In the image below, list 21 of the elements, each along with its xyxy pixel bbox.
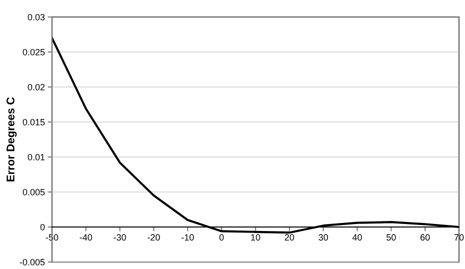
x-tick-label: 40: [352, 234, 362, 241]
x-tick-label: 60: [420, 234, 430, 241]
y-tick-label: 0.02: [28, 84, 45, 90]
x-tick-label: 50: [386, 234, 396, 241]
y-tick-label: 0.03: [28, 14, 45, 20]
y-tick-label: 0.005: [22, 188, 45, 196]
y-tick-label: -0.005: [20, 258, 45, 266]
x-tick-label: 30: [318, 234, 328, 241]
x-tick-label: 0: [219, 234, 224, 241]
y-axis-title: Error Degrees C: [6, 97, 17, 182]
y-tick-label: 0: [40, 224, 45, 230]
x-tick-label: 10: [251, 234, 260, 241]
x-tick-label: -30: [114, 234, 126, 241]
y-tick-label: 0.01: [28, 154, 45, 160]
x-tick-label: 20: [284, 234, 294, 241]
x-tick-label: -40: [80, 234, 92, 241]
x-tick-label: -10: [182, 234, 194, 241]
y-tick-label: 0.015: [22, 118, 45, 126]
y-tick-label: 0.025: [22, 48, 45, 56]
x-tick-label: -20: [148, 234, 160, 241]
x-tick-label: 70: [454, 234, 464, 241]
